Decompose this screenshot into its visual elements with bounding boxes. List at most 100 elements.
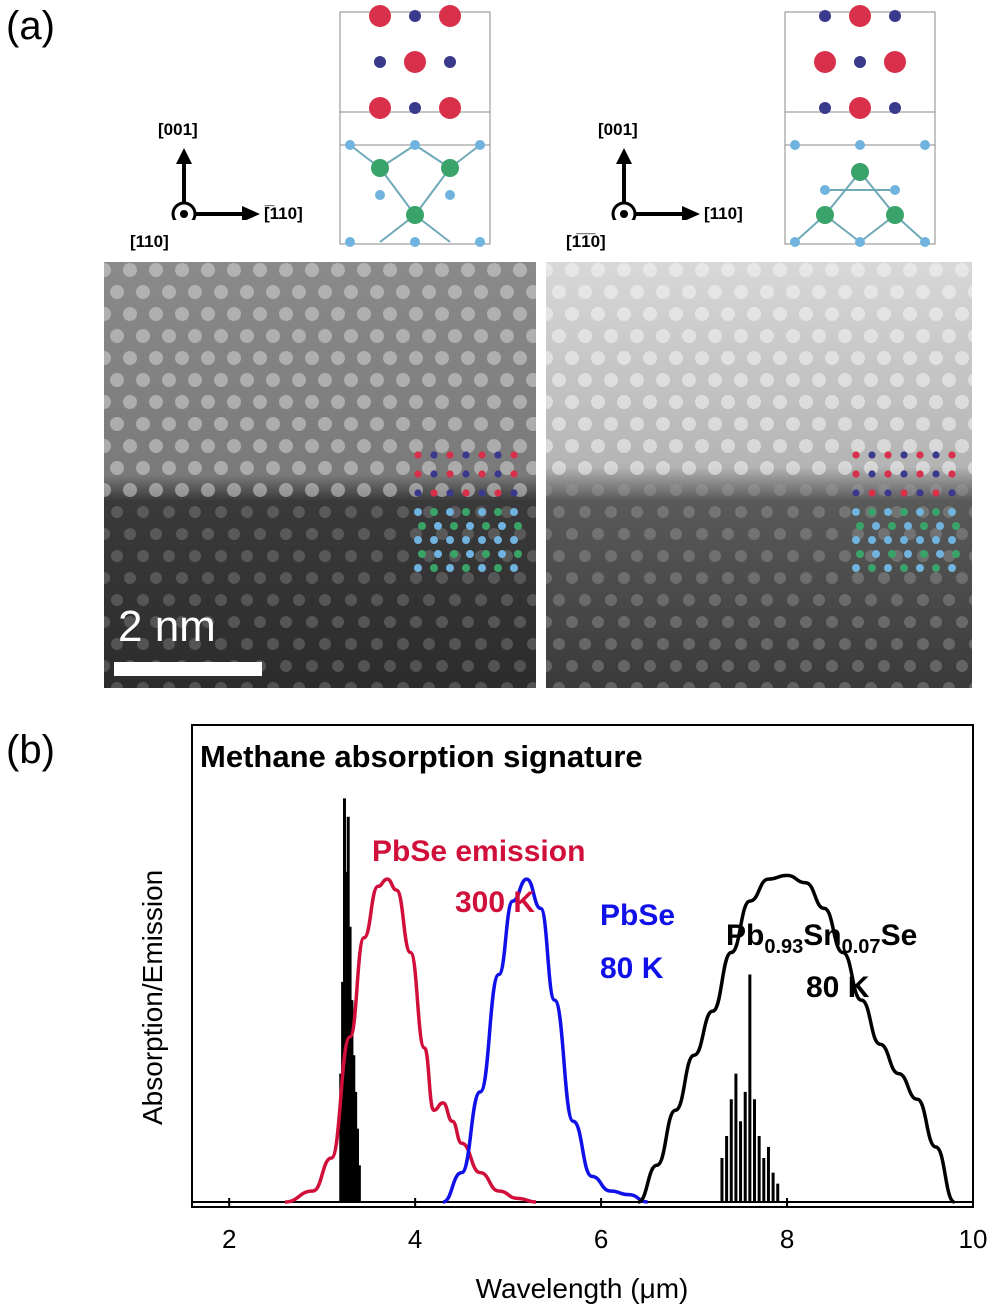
overlay-substrate-atom (450, 550, 458, 558)
atom-column (318, 417, 332, 431)
atom-column (214, 373, 228, 387)
overlay-atom (948, 470, 956, 478)
atom-column (344, 285, 358, 299)
atom-column (474, 417, 488, 431)
atom-column (240, 329, 254, 343)
atom-column (604, 461, 618, 475)
atom-column (513, 351, 527, 365)
atom-column (800, 528, 812, 540)
atom-column (761, 506, 773, 518)
atom-column (643, 307, 657, 321)
atom-column (657, 506, 669, 518)
atom-column (722, 572, 734, 584)
atom-column (644, 572, 656, 584)
atom-column (371, 594, 383, 606)
overlay-atom (494, 489, 502, 497)
atom-column (774, 572, 786, 584)
series-line-2 (637, 873, 956, 1204)
panel-a-label: (a) (6, 4, 55, 48)
atom-column (903, 307, 917, 321)
overlay-atom (446, 470, 454, 478)
atom-column (449, 682, 461, 688)
atom-column (696, 572, 708, 584)
atom-column (955, 307, 969, 321)
overlay-substrate-atom (916, 536, 924, 544)
plot-frame (191, 724, 974, 1208)
atom-column (104, 395, 111, 409)
atom-column (104, 263, 111, 277)
atom-column (943, 594, 955, 606)
atom-column (631, 550, 643, 562)
atom-column (150, 528, 162, 540)
atom-column (864, 285, 878, 299)
overlay-substrate-atom (948, 564, 956, 572)
atom-column (189, 638, 201, 650)
atom-column (631, 594, 643, 606)
atom-column (305, 483, 319, 497)
atom-column (877, 263, 891, 277)
atom-column (319, 550, 331, 562)
atom-column (656, 461, 670, 475)
atom-column (201, 263, 215, 277)
atom-column (683, 638, 695, 650)
atom-column (748, 528, 760, 540)
atom-column (916, 373, 930, 387)
atom-column (409, 307, 423, 321)
atom-column (695, 263, 709, 277)
overlay-substrate-atom (948, 536, 956, 544)
atom-column (501, 638, 513, 650)
atom-column (696, 660, 708, 672)
atom-column (279, 307, 293, 321)
atom-column (618, 528, 630, 540)
atom-column (383, 439, 397, 453)
atom-column (903, 439, 917, 453)
atom-column (371, 506, 383, 518)
atom-column (552, 373, 566, 387)
overlay-substrate-atom (952, 522, 960, 530)
atom-column (799, 307, 813, 321)
atom-column (696, 528, 708, 540)
overlay-substrate-atom (418, 522, 426, 530)
atom-column (202, 572, 214, 584)
atom-column (254, 528, 266, 540)
atom-column (591, 439, 605, 453)
atom-column (877, 351, 891, 365)
atom-column (592, 660, 604, 672)
atom-column (124, 616, 136, 628)
atom-column (423, 638, 435, 650)
atom-column (916, 329, 930, 343)
atom-column (851, 395, 865, 409)
overlay-substrate-atom (884, 536, 892, 544)
overlay-substrate-atom (414, 564, 422, 572)
overlay-substrate-atom (916, 564, 924, 572)
atom-column (800, 484, 812, 496)
atom-column (254, 616, 266, 628)
atom-column (735, 682, 747, 688)
atom-column (546, 263, 553, 277)
overlay-substrate-atom (888, 550, 896, 558)
axis-out-left: [110] (130, 232, 169, 251)
atom-column (201, 483, 215, 497)
atom-column (955, 439, 969, 453)
atom-column (605, 594, 617, 606)
overlay-substrate-atom (510, 508, 518, 516)
atom-column (462, 660, 474, 672)
overlay-substrate-atom (900, 564, 908, 572)
atom-column (592, 572, 604, 584)
atom-column (279, 263, 293, 277)
atom-column (293, 506, 305, 518)
atom-column (566, 616, 578, 628)
atom-column (266, 329, 280, 343)
atom-column (201, 439, 215, 453)
atom-column (566, 660, 578, 672)
atom-column (605, 638, 617, 650)
atom-column (683, 682, 695, 688)
overlay-atom (510, 489, 518, 497)
atom-column (175, 439, 189, 453)
atom-column (123, 483, 137, 497)
atom-column (546, 439, 553, 453)
atom-column (851, 439, 865, 453)
atom-column (890, 329, 904, 343)
overlay-substrate-atom (446, 536, 454, 544)
atom-column (188, 285, 202, 299)
